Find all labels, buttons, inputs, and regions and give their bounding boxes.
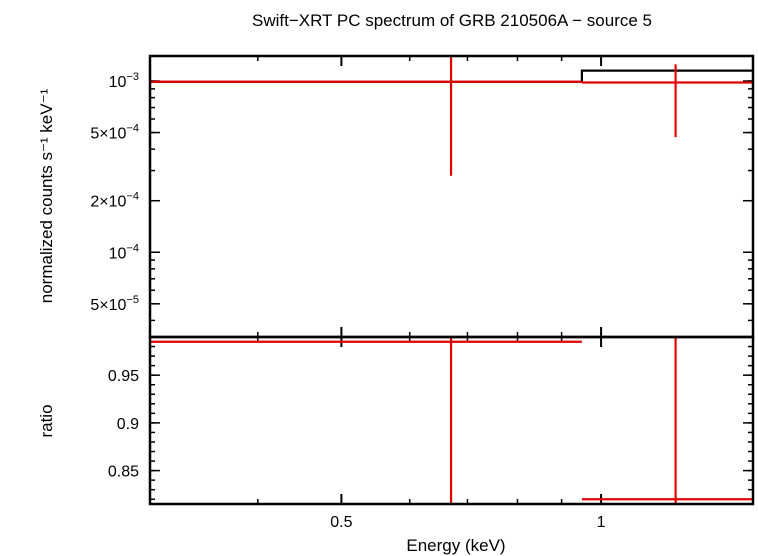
x-tick-label: 0.5 [330,514,352,531]
y-tick-label: 0.85 [108,464,139,481]
y-tick-label: 5×10−4 [90,123,139,143]
chart-title: Swift−XRT PC spectrum of GRB 210506A − s… [252,11,652,30]
y-tick-label: 5×10−5 [90,294,139,314]
ratio-panel: 0.85 0.9 0.95 [108,337,753,504]
y-tick-label: 10−4 [109,242,139,262]
y-tick-label: 2×10−4 [90,191,139,211]
ratio-y-axis-label: ratio [37,404,56,437]
y-tick-label: 0.9 [117,416,139,433]
spectrum-panel: 10−3 5×10−4 2×10−4 10−4 5×10−5 [90,56,753,337]
x-axis-label: Energy (keV) [406,536,505,555]
y-tick-label: 10−3 [109,71,139,91]
ratio-panel-frame [148,335,755,506]
y-tick-label: 0.95 [108,368,139,385]
x-tick-label: 1 [597,514,606,531]
spectrum-y-axis-label: normalized counts s⁻¹ keV⁻¹ [37,88,56,303]
